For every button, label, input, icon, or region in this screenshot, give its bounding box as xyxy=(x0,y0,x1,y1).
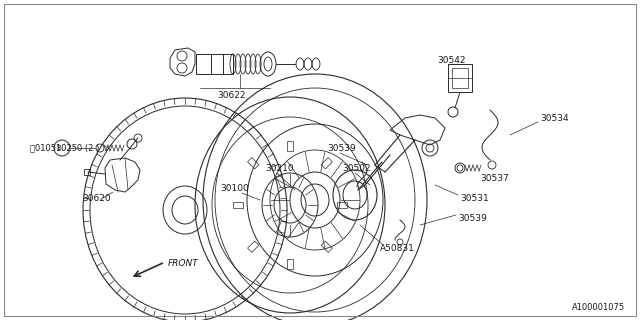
Text: 30210: 30210 xyxy=(265,164,294,172)
Bar xyxy=(287,141,293,151)
Text: 30539: 30539 xyxy=(327,143,356,153)
Text: A100001075: A100001075 xyxy=(572,303,625,313)
Bar xyxy=(321,158,332,169)
Text: 30502: 30502 xyxy=(342,164,371,172)
Bar xyxy=(196,54,211,74)
Text: 30537: 30537 xyxy=(480,173,509,182)
Text: 30100: 30100 xyxy=(220,183,249,193)
Text: Ⓒ010510250 (2 ): Ⓒ010510250 (2 ) xyxy=(30,143,99,153)
Text: FRONT: FRONT xyxy=(168,259,199,268)
Text: 30534: 30534 xyxy=(540,114,568,123)
Bar xyxy=(452,68,468,88)
Bar xyxy=(248,241,259,252)
Bar xyxy=(287,259,293,269)
Bar xyxy=(84,169,90,175)
Text: A50831: A50831 xyxy=(380,244,415,252)
Bar xyxy=(321,241,332,252)
Bar xyxy=(448,64,472,92)
Bar xyxy=(233,202,243,208)
Text: 30539: 30539 xyxy=(458,213,487,222)
Bar xyxy=(248,158,259,169)
Text: 30620: 30620 xyxy=(82,194,111,203)
Bar xyxy=(223,54,233,74)
Text: 30622: 30622 xyxy=(218,91,246,100)
Bar xyxy=(337,202,347,208)
Text: B: B xyxy=(56,145,61,151)
Text: 30531: 30531 xyxy=(460,194,489,203)
Text: 30542: 30542 xyxy=(438,55,467,65)
Bar xyxy=(211,54,223,74)
